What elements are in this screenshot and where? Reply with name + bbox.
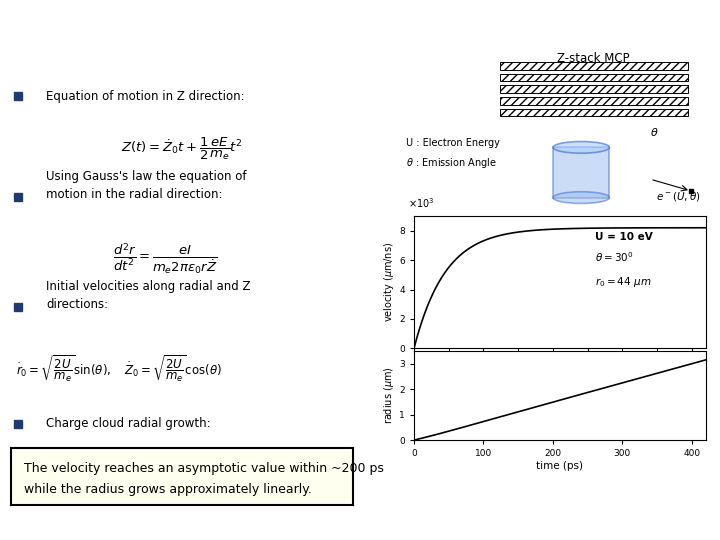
Bar	[500, 85, 688, 93]
Text: U = 10 eV: U = 10 eV	[595, 232, 652, 242]
Y-axis label: radius ($\mu$m): radius ($\mu$m)	[382, 367, 397, 424]
Text: $\theta$: $\theta$	[650, 126, 659, 138]
Text: Charge cloud radial growth:: Charge cloud radial growth:	[46, 417, 211, 430]
Bar	[500, 97, 688, 105]
Bar	[500, 109, 688, 117]
Text: Initial velocities along radial and Z
directions:: Initial velocities along radial and Z di…	[46, 280, 251, 311]
Text: $\theta$ : Emission Angle: $\theta$ : Emission Angle	[406, 156, 497, 170]
Text: Simulations of the propagation of the electron cloud: Simulations of the propagation of the el…	[13, 16, 613, 35]
X-axis label: time (ps): time (ps)	[536, 461, 583, 471]
Bar	[553, 147, 609, 198]
Bar	[500, 74, 688, 81]
Text: $\theta = 30^0$: $\theta = 30^0$	[595, 251, 634, 264]
Text: U : Electron Energy: U : Electron Energy	[406, 138, 500, 148]
Text: Using Gauss's law the equation of
motion in the radial direction:: Using Gauss's law the equation of motion…	[46, 170, 247, 201]
Text: $r = r(I,\, U,\, \theta,\, Z,\, E)$: $r = r(I,\, U,\, \theta,\, Z,\, E)$	[93, 462, 206, 477]
Text: $\times 10^3$: $\times 10^3$	[408, 196, 435, 210]
Text: $Z(t) = \dot{Z}_0 t + \dfrac{1}{2}\dfrac{eE}{m_e}t^2$: $Z(t) = \dot{Z}_0 t + \dfrac{1}{2}\dfrac…	[121, 136, 243, 162]
Text: $e^-(U,\theta)$: $e^-(U,\theta)$	[657, 190, 701, 202]
Ellipse shape	[553, 141, 609, 153]
Text: $\dfrac{d^2r}{dt^2} = \dfrac{eI}{m_e 2\pi\epsilon_0 r\dot{Z}}$: $\dfrac{d^2r}{dt^2} = \dfrac{eI}{m_e 2\p…	[113, 241, 217, 276]
Text: while the radius grows approximately linearly.: while the radius grows approximately lin…	[24, 483, 312, 496]
Text: The velocity reaches an asymptotic value within ~200 ps: The velocity reaches an asymptotic value…	[24, 462, 384, 475]
Y-axis label: velocity ($\mu$m/ns): velocity ($\mu$m/ns)	[382, 242, 397, 322]
Text: $\dot{r}_0 = \sqrt{\dfrac{2U}{m_e}}\sin(\theta),\quad \dot{Z}_0 = \sqrt{\dfrac{2: $\dot{r}_0 = \sqrt{\dfrac{2U}{m_e}}\sin(…	[16, 354, 222, 384]
Text: R.T. deSouza: R.T. deSouza	[29, 517, 129, 531]
Text: $r_0 = 44\ \mu m$: $r_0 = 44\ \mu m$	[595, 275, 652, 289]
Ellipse shape	[553, 192, 609, 204]
Text: Equation of motion in Z direction:: Equation of motion in Z direction:	[46, 90, 245, 103]
Text: Indiana University: Indiana University	[216, 517, 359, 531]
Text: Z-stack MCP: Z-stack MCP	[557, 52, 630, 65]
Bar	[500, 62, 688, 70]
